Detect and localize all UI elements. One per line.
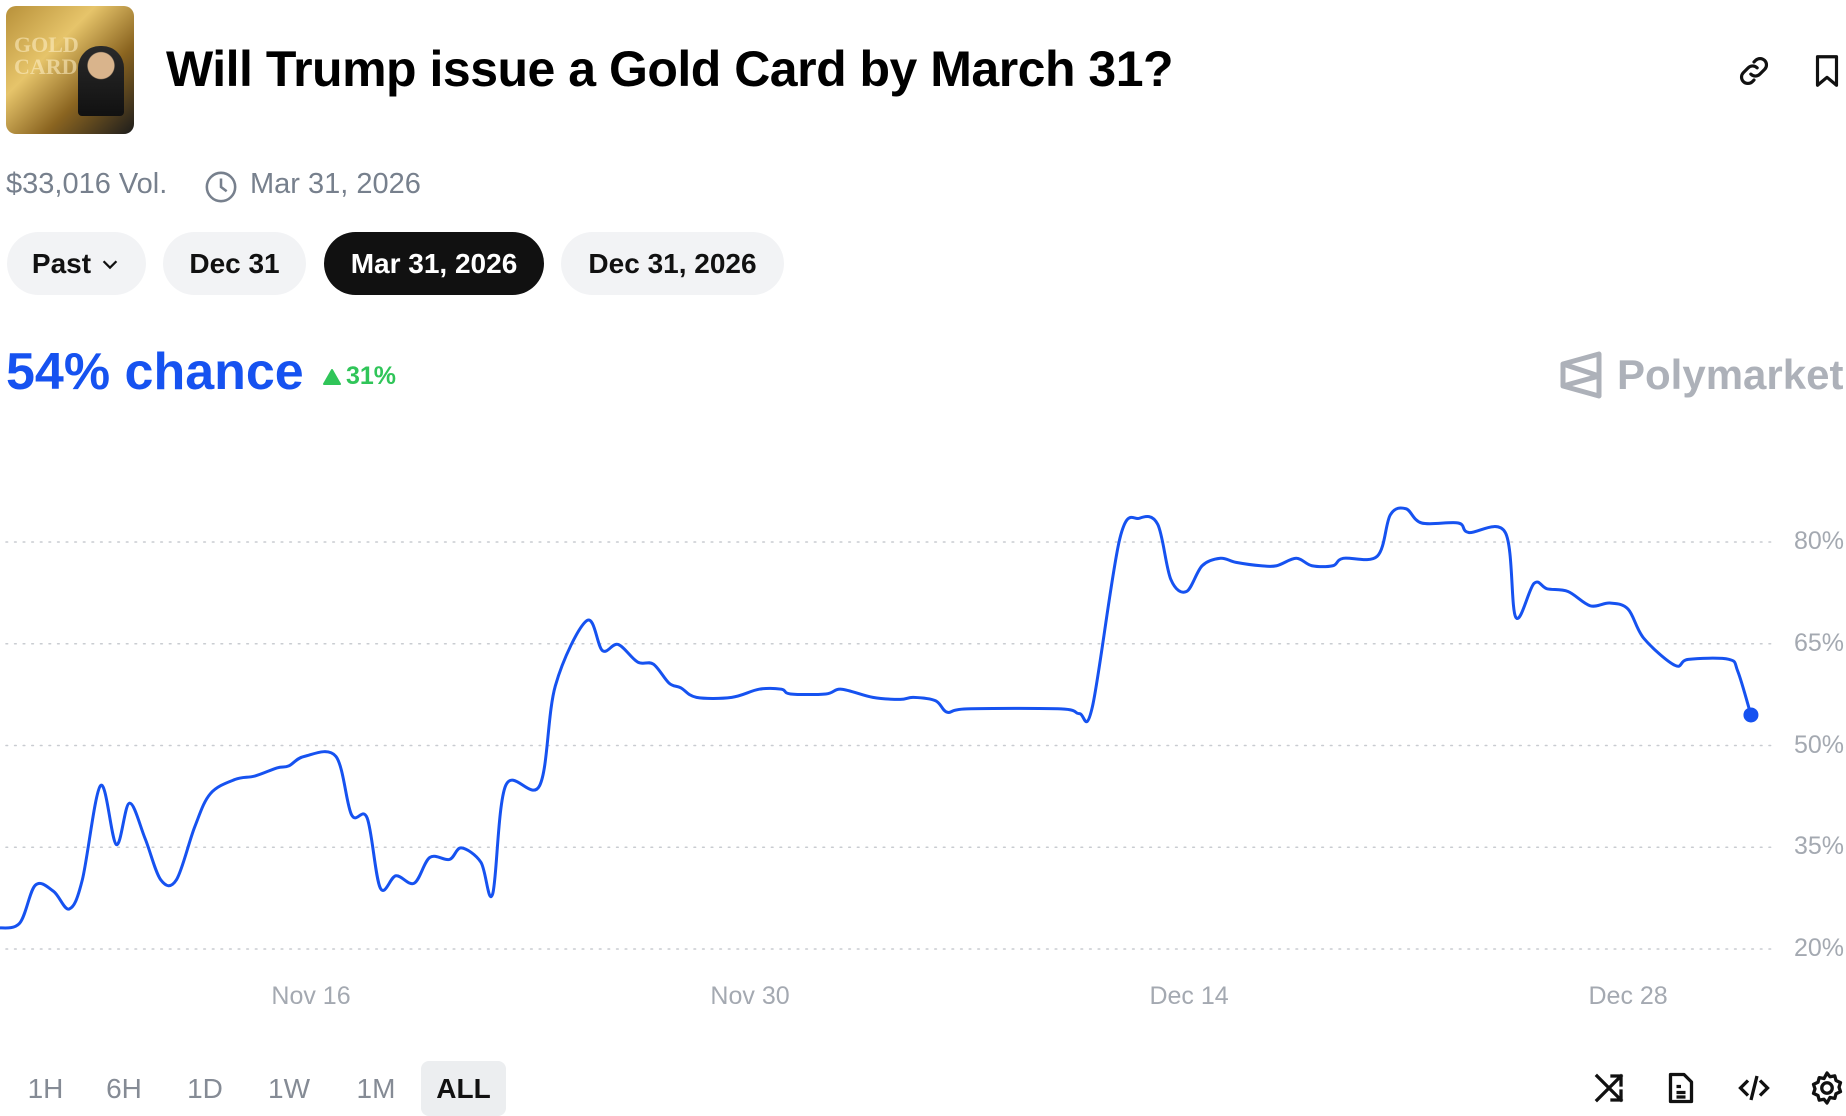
- date-pill-dec-31-2026[interactable]: Dec 31, 2026: [561, 232, 784, 295]
- x-tick-label: Dec 28: [1588, 982, 1668, 1010]
- chevron-down-icon: [102, 259, 118, 269]
- end-date: Mar 31, 2026: [250, 168, 421, 200]
- pill-label: Dec 31, 2026: [588, 247, 757, 279]
- polymarket-logo: Polymarket: [1559, 350, 1843, 400]
- date-pill-dec-31[interactable]: Dec 31: [163, 232, 306, 295]
- thumbnail-gold-card-text: GOLD CARD: [14, 32, 79, 79]
- range-button-1h[interactable]: 1H: [27, 1072, 64, 1104]
- triangle-up-icon: [323, 368, 341, 385]
- range-button-all[interactable]: ALL: [421, 1061, 506, 1116]
- change-value: 31%: [346, 362, 397, 390]
- y-tick-label: 50%: [1794, 730, 1845, 759]
- date-pill-mar-31-2026[interactable]: Mar 31, 2026: [324, 232, 544, 295]
- brand-name: Polymarket: [1617, 351, 1844, 398]
- document-icon[interactable]: [1663, 1070, 1699, 1106]
- y-tick-label: 80%: [1794, 527, 1845, 555]
- page-title: Will Trump issue a Gold Card by March 31…: [166, 41, 1174, 97]
- clock-icon: [205, 171, 237, 203]
- bookmark-icon[interactable]: [1808, 52, 1846, 90]
- volume: $33,016 Vol.: [6, 168, 168, 200]
- chance-value: 54% chance: [6, 343, 304, 401]
- pill-label: Mar 31, 2026: [350, 247, 518, 279]
- pill-label: Past: [31, 247, 92, 279]
- range-button-1d[interactable]: 1D: [187, 1072, 223, 1104]
- y-tick-label: 65%: [1794, 628, 1845, 657]
- range-button-1w[interactable]: 1W: [268, 1072, 310, 1104]
- series-line: [0, 506, 1753, 930]
- market-thumbnail: GOLD CARD: [6, 6, 134, 134]
- x-tick-label: Nov 16: [271, 982, 351, 1010]
- range-button-6h[interactable]: 6H: [106, 1072, 142, 1104]
- gear-icon[interactable]: [1809, 1070, 1845, 1106]
- last-point-marker: [1743, 707, 1759, 723]
- code-icon[interactable]: [1736, 1070, 1772, 1106]
- shuffle-icon[interactable]: [1591, 1070, 1627, 1106]
- x-tick-label: Nov 30: [710, 982, 790, 1010]
- y-tick-label: 35%: [1794, 832, 1845, 861]
- thumbnail-portrait: [78, 46, 124, 116]
- price-chart[interactable]: [0, 430, 1846, 970]
- range-button-1m[interactable]: 1M: [356, 1072, 396, 1104]
- pill-label: Dec 31: [189, 247, 280, 279]
- link-icon[interactable]: [1735, 52, 1773, 90]
- x-tick-label: Dec 14: [1149, 982, 1229, 1010]
- change-badge: 31%: [322, 362, 396, 391]
- date-pill-past[interactable]: Past: [7, 232, 146, 295]
- y-tick-label: 20%: [1794, 934, 1845, 962]
- polymarket-logo-icon: [1560, 351, 1602, 399]
